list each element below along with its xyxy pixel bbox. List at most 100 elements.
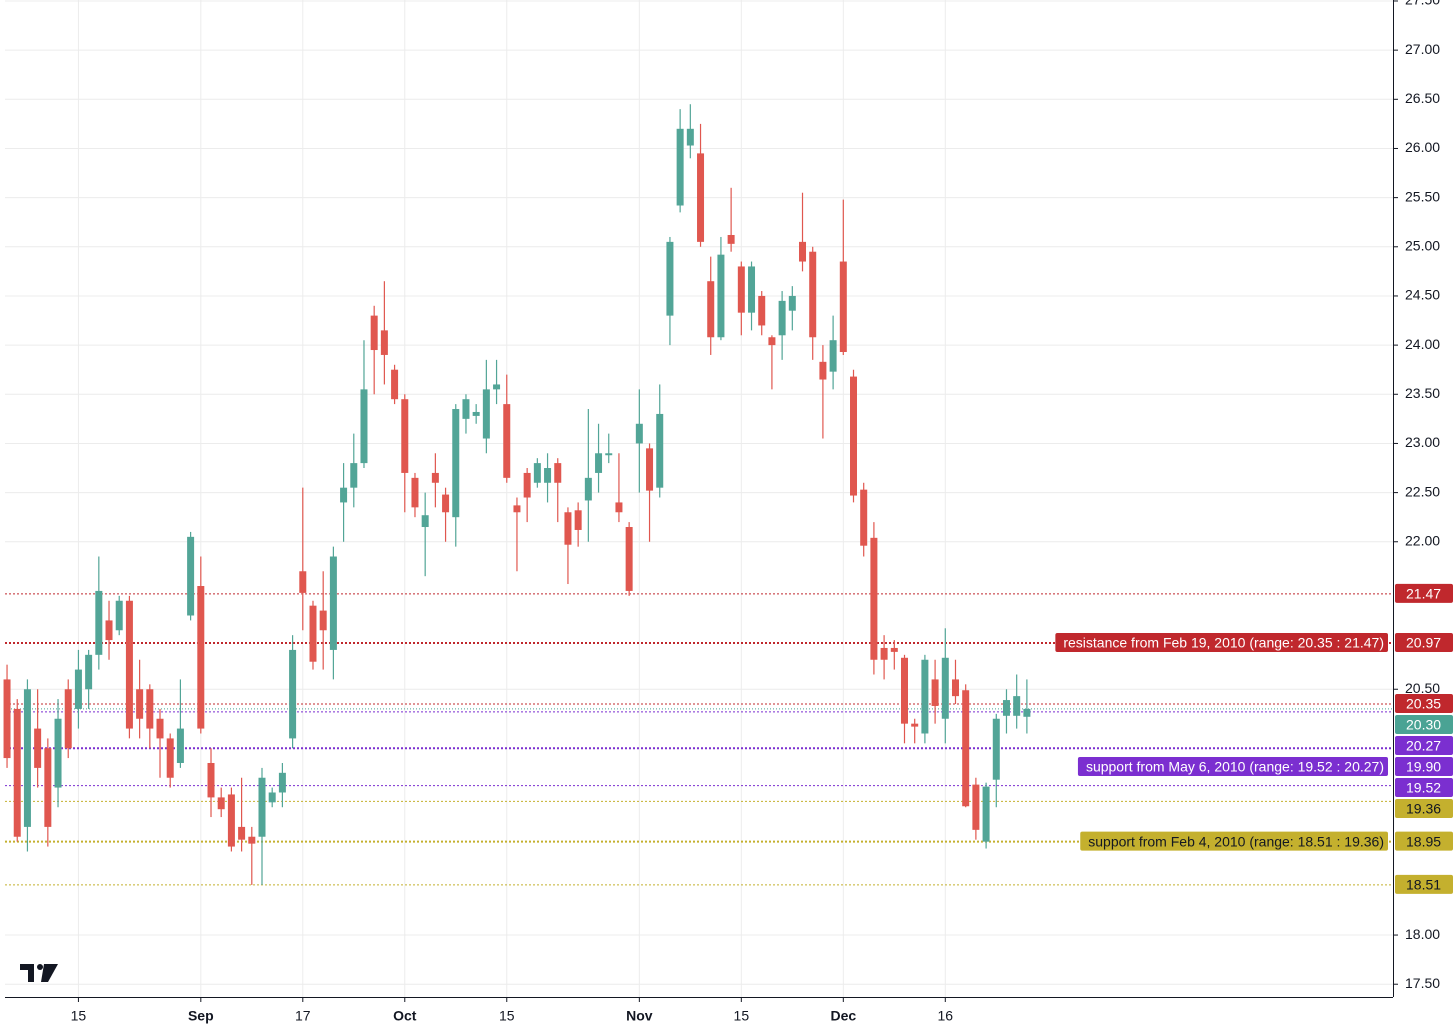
candle-body xyxy=(442,494,450,513)
candle-body xyxy=(197,586,205,729)
price-label: 20.30 xyxy=(1406,717,1441,733)
y-tick-label: 24.50 xyxy=(1405,287,1440,303)
candle-body xyxy=(595,453,603,473)
candle-body xyxy=(625,527,633,591)
candle-body xyxy=(289,649,297,739)
candle-body xyxy=(829,340,837,372)
labels: 21.47 20.97 resistance from Feb 19, 2010 (… xyxy=(1055,583,1453,894)
y-tick-label: 27.00 xyxy=(1405,41,1440,57)
price-label: 20.35 xyxy=(1406,696,1441,712)
candle-body xyxy=(309,605,317,662)
logo xyxy=(20,964,58,982)
candle-body xyxy=(941,657,949,719)
candle-body xyxy=(533,463,541,483)
price-label-box xyxy=(1395,798,1453,818)
candle-body xyxy=(972,784,980,830)
price-label-box xyxy=(1395,874,1453,894)
candle-body xyxy=(900,657,908,724)
logo-v xyxy=(41,964,58,982)
candle-body xyxy=(319,610,327,631)
price-label: 18.95 xyxy=(1406,833,1441,849)
candle-body xyxy=(697,153,705,242)
candle-body xyxy=(666,241,674,316)
candle-body xyxy=(329,556,337,650)
candle-body xyxy=(962,690,970,807)
candle-body xyxy=(768,337,776,346)
candle-body xyxy=(44,748,52,827)
candle-body xyxy=(146,689,154,729)
candle-body xyxy=(880,647,888,660)
candle-body xyxy=(54,718,62,788)
x-tick-label: Nov xyxy=(626,1008,653,1024)
candle-body xyxy=(758,295,766,326)
candle-body xyxy=(809,251,817,338)
band-label: support from May 6, 2010 (range: 19.52 :… xyxy=(1086,759,1384,775)
price-label: 18.51 xyxy=(1406,877,1441,893)
candle-body xyxy=(748,266,756,313)
y-tick-label: 22.00 xyxy=(1405,532,1440,548)
y-tick-label: 26.00 xyxy=(1405,139,1440,155)
band-label-box xyxy=(1077,756,1388,776)
candle-body xyxy=(340,487,348,503)
candle-body xyxy=(860,489,868,546)
candle-body xyxy=(615,502,623,513)
candle-body xyxy=(737,266,745,313)
candle-body xyxy=(839,261,847,352)
candle-body xyxy=(513,505,521,513)
y-tick-label: 25.50 xyxy=(1405,188,1440,204)
y-tick-label: 17.50 xyxy=(1405,975,1440,991)
candle-body xyxy=(125,600,133,729)
price-label-box xyxy=(1395,831,1453,851)
candle-body xyxy=(176,728,184,763)
x-tick-label: 15 xyxy=(499,1008,515,1024)
candle-body xyxy=(1002,700,1010,716)
candle-body xyxy=(227,794,235,847)
price-label: 20.27 xyxy=(1406,738,1441,754)
candle-body xyxy=(370,315,378,351)
candle-body xyxy=(707,281,715,338)
y-tick-label: 23.50 xyxy=(1405,385,1440,401)
candle-body xyxy=(268,792,276,803)
candle-body xyxy=(95,590,103,655)
candle-body xyxy=(788,295,796,311)
grid: 17.50 18.00 20.50 22.00 22.50 23.00 23.50 24.00… xyxy=(5,0,1440,1024)
band-label-box xyxy=(1080,831,1388,851)
price-label-box xyxy=(1395,633,1453,653)
candle-body xyxy=(850,376,858,496)
x-tick-label: Sep xyxy=(188,1008,214,1024)
price-label: 19.90 xyxy=(1406,759,1441,775)
candle-body xyxy=(380,330,388,355)
x-tick-label: 15 xyxy=(71,1008,87,1024)
candle-body xyxy=(921,659,929,734)
x-tick-label: Dec xyxy=(830,1008,856,1024)
candle-body xyxy=(3,679,11,759)
candle-body xyxy=(258,777,266,837)
y-tick-label: 18.00 xyxy=(1405,926,1440,942)
candle-body xyxy=(411,477,419,508)
candle-body xyxy=(911,723,919,727)
candle-body xyxy=(74,669,82,709)
candle-body xyxy=(421,515,429,528)
x-tick-label: 16 xyxy=(938,1008,954,1024)
candle-body xyxy=(482,389,490,439)
candle-body xyxy=(574,510,582,530)
price-label: 19.36 xyxy=(1406,801,1441,817)
candle-body xyxy=(554,463,562,483)
candle-body xyxy=(584,477,592,501)
candle-body xyxy=(238,826,246,840)
candle-body xyxy=(401,399,409,473)
candle-body xyxy=(656,413,664,488)
candle-body xyxy=(350,463,358,488)
candle-body xyxy=(34,728,42,768)
price-label: 19.52 xyxy=(1406,780,1441,796)
candle-body xyxy=(870,537,878,660)
band-label: support from Feb 4, 2010 (range: 18.51 :… xyxy=(1088,833,1384,849)
candle-body xyxy=(187,536,195,616)
candle-body xyxy=(605,453,613,456)
candle-body xyxy=(431,472,439,483)
price-label: 20.97 xyxy=(1406,635,1441,651)
candle-body xyxy=(717,254,725,338)
candle-body xyxy=(676,128,684,206)
